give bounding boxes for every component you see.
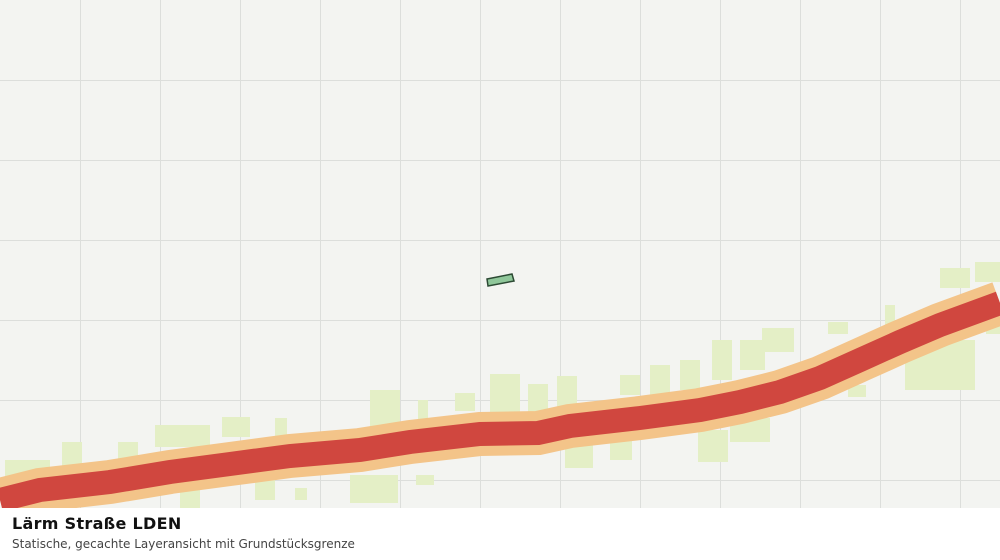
caption-panel: Lärm Straße LDEN Statische, gecachte Lay… xyxy=(0,508,1000,560)
tile-grid xyxy=(0,0,1000,508)
noise-zone-high xyxy=(0,291,1000,508)
parcel-boundary xyxy=(486,273,515,287)
layer-subtitle: Statische, gecachte Layeransicht mit Gru… xyxy=(12,537,355,551)
layer-title: Lärm Straße LDEN xyxy=(12,514,182,533)
map-view xyxy=(0,0,1000,508)
